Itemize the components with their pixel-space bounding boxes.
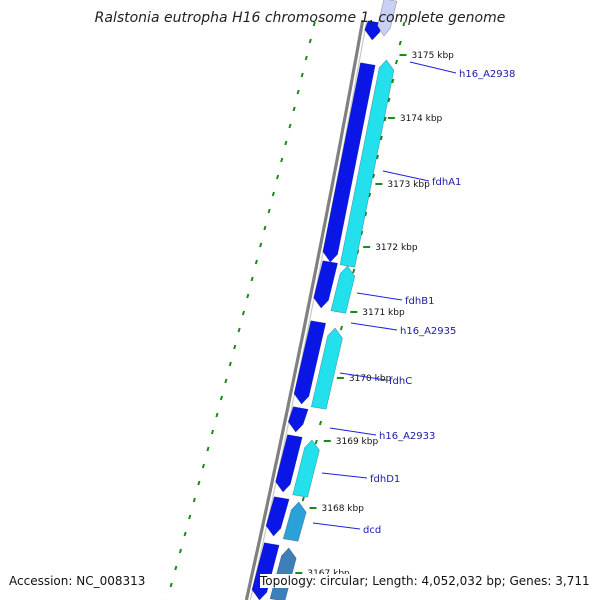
forward-cds-arrow-faded: [377, 0, 398, 37]
gc-content-dot: [174, 565, 178, 571]
gc-skew-dot: [391, 78, 395, 84]
gene-label-dcd: dcd: [363, 525, 381, 536]
forward-cds-arrow: [275, 434, 303, 493]
tick-label: 3173 kbp: [387, 180, 430, 190]
gc-skew-dot: [368, 192, 372, 198]
reverse-cds-arrow: [339, 59, 395, 268]
gc-skew-dot: [402, 21, 406, 27]
gene-leader-line: [339, 372, 387, 381]
gc-skew-dot: [301, 496, 305, 502]
gc-content-dot: [300, 72, 304, 78]
gc-skew-dot: [364, 211, 368, 217]
gene-leader-line: [312, 522, 361, 530]
gc-content-dot: [178, 548, 183, 554]
gc-content-dot: [275, 174, 280, 180]
gc-skew-dot: [394, 59, 399, 65]
gc-content-dot: [304, 55, 308, 61]
forward-cds-arrow: [293, 320, 327, 405]
gene-label-h16_A2933: h16_A2933: [379, 431, 435, 442]
reverse-cds-arrow: [282, 501, 307, 542]
gc-skew-dot: [371, 173, 376, 179]
gc-content-dot: [224, 378, 228, 384]
gc-skew-dot: [318, 420, 323, 426]
tick-label: 3172 kbp: [375, 243, 418, 253]
gc-content-dot: [201, 463, 206, 469]
forward-cds-arrow: [287, 406, 309, 433]
gc-content-dot: [169, 582, 173, 588]
gene-label-fdhB1: fdhB1: [405, 296, 434, 307]
gene-leader-line: [350, 322, 398, 331]
gc-content-dot: [292, 106, 296, 112]
gc-content-dot: [215, 412, 219, 418]
gc-content-dot: [288, 123, 292, 129]
tick-label: 3171 kbp: [362, 308, 405, 318]
gene-leader-line: [329, 427, 377, 436]
gc-content-dot: [228, 361, 232, 367]
gc-skew-dot: [314, 439, 318, 445]
tick-label: 3174 kbp: [400, 114, 443, 124]
backbone-inner-line: [249, 19, 368, 600]
forward-cds-arrow: [313, 260, 338, 309]
gc-content-dot: [250, 276, 254, 282]
gene-leader-line: [321, 472, 368, 479]
reverse-cds-arrow: [330, 265, 356, 314]
accession-text: Accession: NC_008313: [9, 574, 146, 588]
gc-content-dot: [254, 259, 258, 265]
gene-label-fdhD1: fdhD1: [370, 474, 400, 485]
gene-label-h16_A2938: h16_A2938: [459, 69, 515, 80]
gc-content-dot: [237, 327, 241, 333]
gc-content-dot: [210, 429, 215, 435]
tick-label: 3175 kbp: [411, 51, 454, 61]
gc-content-dot: [280, 157, 284, 163]
gc-content-dot: [259, 242, 263, 248]
gc-skew-dot: [398, 40, 402, 46]
tick-label: 3168 kbp: [322, 504, 365, 514]
gc-content-dot: [206, 446, 210, 452]
gene-leader-line: [382, 170, 430, 182]
gene-label-fdhA1: fdhA1: [432, 177, 461, 188]
gc-content-dot: [233, 344, 237, 350]
gc-skew-dot: [375, 154, 380, 160]
gc-content-dot: [183, 531, 187, 537]
gc-skew-dot: [383, 116, 387, 122]
gc-skew-dot: [387, 97, 391, 103]
gc-content-dot: [308, 38, 312, 44]
genome-summary-text: Topology: circular; Length: 4,052,032 bp…: [260, 574, 590, 588]
gene-label-h16_A2935: h16_A2935: [400, 326, 456, 337]
gc-content-dot: [271, 191, 275, 197]
forward-cds-arrow: [251, 542, 280, 600]
forward-cds-arrow: [322, 62, 376, 263]
tick-label: 3170 kbp: [349, 374, 392, 384]
gc-skew-dot: [352, 268, 356, 274]
gc-content-dot: [296, 89, 300, 95]
gc-content-dot: [284, 140, 288, 146]
gc-skew-dot: [379, 135, 383, 141]
backbone-line: [244, 19, 365, 600]
gene-label-fdhC: fdhC: [389, 376, 412, 387]
gc-content-dot: [197, 480, 201, 486]
gc-content-dot: [192, 497, 196, 503]
gc-content-dot: [263, 225, 267, 231]
gc-content-dot: [219, 395, 224, 401]
gc-content-dot: [312, 21, 316, 27]
reverse-cds-arrow: [292, 439, 320, 498]
gc-content-dot: [267, 208, 271, 214]
gene-leader-line: [409, 61, 457, 74]
gc-content-dot: [246, 293, 250, 299]
reverse-cds-arrow: [310, 327, 343, 410]
map-title: Ralstonia eutropha H16 chromosome 1, com…: [94, 10, 506, 26]
forward-cds-arrow: [265, 496, 290, 537]
gc-skew-dot: [339, 325, 344, 331]
gene-leader-line: [356, 292, 403, 301]
tick-label: 3169 kbp: [336, 437, 379, 447]
gc-content-dot: [241, 310, 246, 316]
gc-content-dot: [188, 514, 192, 520]
